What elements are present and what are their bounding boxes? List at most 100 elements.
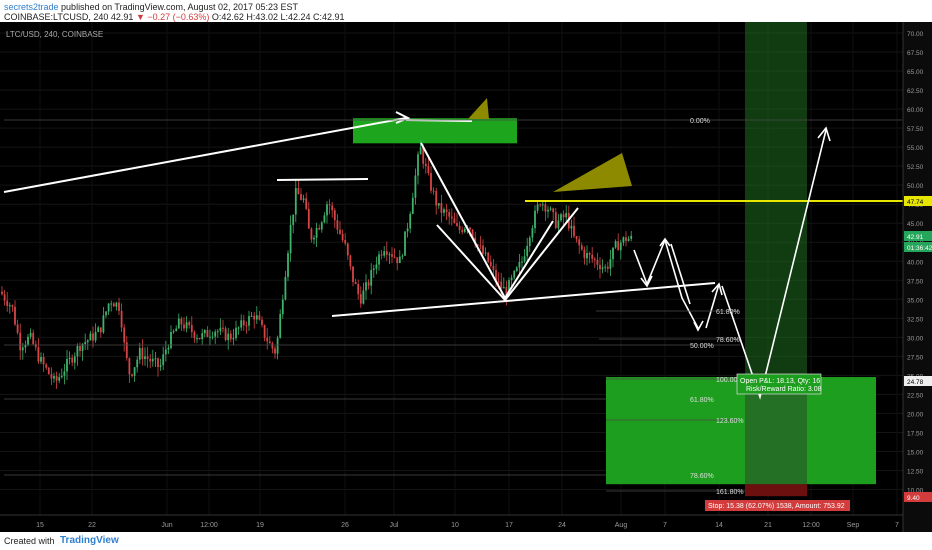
candle-body (554, 212, 557, 229)
trend-line-upper (3, 117, 407, 193)
time-tick-label: Jun (161, 522, 172, 529)
fib-level-label: 161.80% (716, 489, 744, 496)
candle-body (11, 305, 14, 307)
candle-body (47, 367, 50, 375)
candle-body (565, 212, 568, 218)
candle-body (37, 347, 40, 362)
stop-info-box (705, 500, 850, 511)
candle-body (344, 239, 347, 244)
candle-body (123, 327, 126, 343)
candle-body (55, 375, 58, 381)
candle-body (456, 223, 458, 226)
arrowhead (817, 126, 831, 142)
candle-body (79, 346, 81, 351)
candle-body (136, 359, 139, 368)
time-tick-label: 10 (451, 522, 459, 529)
candle-body (432, 190, 435, 192)
candle-body (190, 325, 193, 333)
candle-body (279, 314, 282, 338)
candle-body (50, 374, 53, 379)
candle-body (515, 267, 518, 271)
candle-body (201, 333, 204, 340)
candle-body (19, 332, 22, 351)
candle-body (461, 229, 464, 232)
candle-body (84, 342, 87, 345)
candle-body (253, 315, 256, 320)
candle-body (185, 322, 188, 329)
candle-body (151, 358, 154, 362)
price-tag (904, 242, 932, 252)
candle-body (619, 242, 622, 251)
candle-body (393, 256, 396, 258)
candle-body (120, 310, 123, 328)
candle-body (300, 194, 302, 200)
candle-body (502, 287, 505, 289)
candle-body (3, 294, 6, 301)
price-tag-label: 01:36:42 (907, 245, 932, 252)
candle-body (159, 365, 162, 367)
candle-body (417, 154, 419, 176)
candle-body (73, 356, 76, 363)
time-tick-label: 19 (256, 522, 264, 529)
price-chart[interactable]: 0.00%61.80%50.00%78.60%100.00%61.80%123.… (0, 22, 932, 532)
candle-body (320, 222, 323, 230)
author-link[interactable]: secrets2trade (4, 2, 59, 12)
time-tick-label: Aug (615, 522, 628, 529)
tradingview-logo[interactable]: TradingView (60, 535, 119, 546)
price-tick-label: 45.00 (907, 221, 924, 228)
candle-body (42, 357, 45, 365)
fib-level-label: 50.00% (690, 343, 714, 350)
candle-body (422, 147, 425, 164)
candle-body (315, 227, 318, 238)
candle-body (414, 175, 417, 198)
candle-body (250, 315, 253, 317)
candle-body (370, 270, 373, 286)
candle-body (175, 328, 178, 332)
time-tick-label: 21 (764, 522, 772, 529)
candle-body (32, 332, 35, 345)
price-tick-label: 52.50 (907, 164, 924, 171)
price-tag-label: 47.74 (907, 199, 924, 206)
candle-body (248, 316, 250, 326)
candle-body (128, 358, 131, 375)
candle-body (331, 205, 334, 211)
candle-body (448, 212, 451, 217)
candle-body (224, 328, 227, 341)
candle-body (349, 255, 352, 267)
candle-body (227, 333, 230, 341)
candle-body (274, 348, 276, 354)
candle-body (476, 244, 479, 246)
fib-level-label: 123.60% (716, 418, 744, 425)
candle-body (424, 163, 427, 167)
candle-body (45, 364, 48, 368)
candle-body (521, 261, 523, 263)
v-shape-left (420, 142, 554, 300)
candle-body (583, 249, 586, 259)
projection-arrows-2 (670, 243, 691, 305)
candle-body (471, 229, 474, 238)
candle-body (34, 344, 37, 348)
candle-body (419, 147, 422, 155)
candle-body (497, 281, 500, 283)
chart-area[interactable]: 0.00% 61.80% 50.00% 78.60% 100.00% 61.80% 123.… (0, 22, 932, 532)
candle-body (523, 256, 526, 262)
candle-body (531, 228, 534, 238)
candle-body (336, 220, 339, 230)
candle-body (99, 327, 102, 333)
price-tag (904, 196, 932, 206)
candle-body (492, 265, 495, 271)
candle-body (591, 254, 594, 259)
candle-body (305, 198, 308, 209)
candle-body (172, 331, 175, 333)
candle-body (102, 315, 105, 333)
candle-body (409, 213, 412, 229)
candle-body (193, 332, 196, 339)
candle-body (484, 252, 487, 254)
candle-body (526, 245, 529, 257)
candle-body (599, 264, 601, 270)
candle-body (141, 348, 144, 359)
candle-body (482, 245, 484, 254)
candle-body (437, 203, 440, 206)
price-change: ▼ −0.27 (−0.63%) (135, 12, 210, 22)
candle-body (149, 358, 152, 362)
